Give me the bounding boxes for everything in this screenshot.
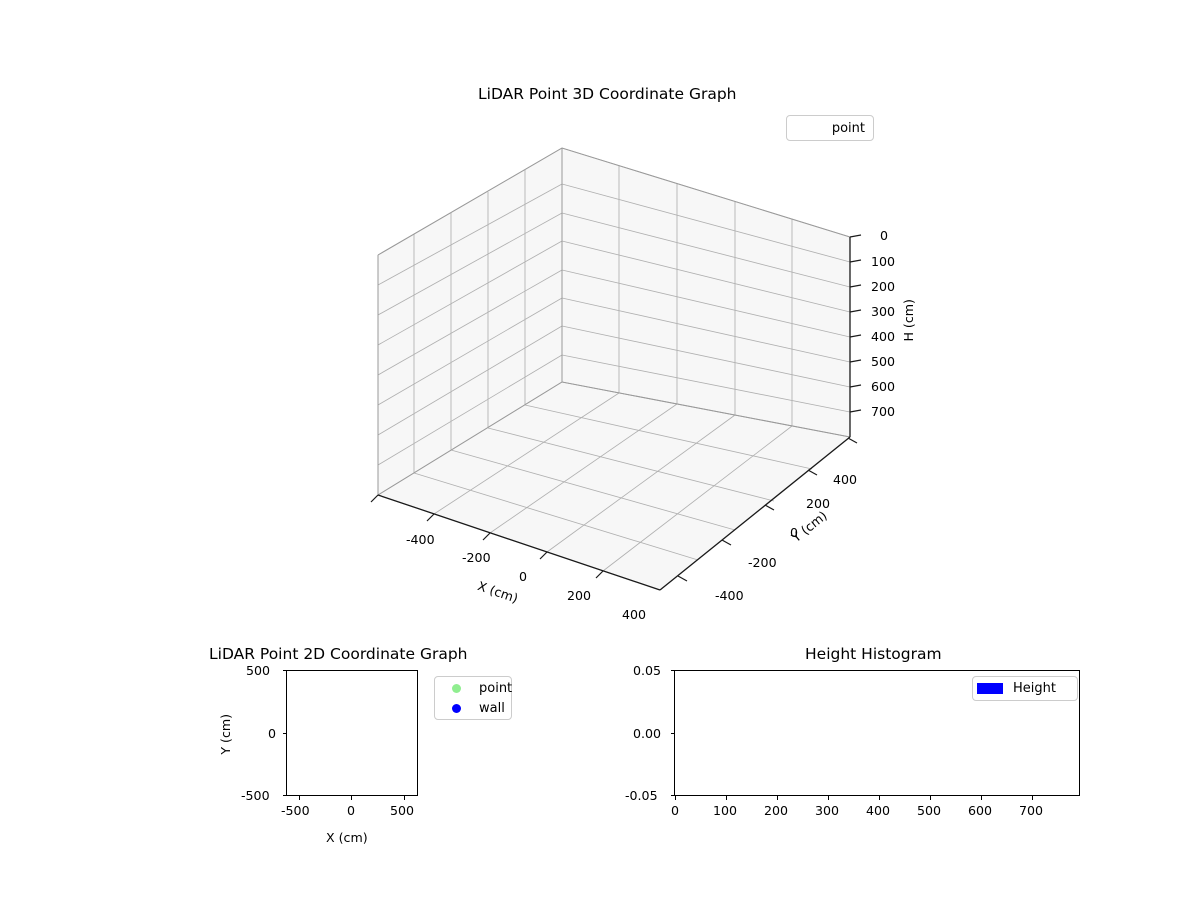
plot2d-title: LiDAR Point 2D Coordinate Graph [209,645,468,663]
histogram-legend[interactable]: Height [972,676,1078,701]
plot3d-xtick-1: -200 [462,550,491,565]
plot2d-axes[interactable] [286,670,418,796]
plot3d-ztick-5: 500 [871,354,896,369]
plot3d-ztick-4: 400 [871,329,896,344]
plot3d-legend[interactable]: point [786,115,874,141]
plot3d-ztick-2: 200 [871,279,896,294]
legend3d-label-point: point [831,120,865,136]
histogram-xtick-2: 200 [764,803,789,818]
histogram-xtickmark-100 [726,796,728,800]
plot3d-ztick-0: 0 [880,228,889,243]
plot2d-ytickmark-500 [282,670,286,672]
plot2d-ytickmark-m500 [282,795,286,797]
histogram-ytickmark-000 [670,733,674,735]
histogram-xtick-6: 600 [968,803,993,818]
histogram-xtickmark-200 [777,796,779,800]
y-axis-ticks [677,437,858,582]
plot3d-xtick-2: 0 [519,569,528,584]
histogram-xtickmark-400 [879,796,881,800]
plot2d-xtickmark-0 [351,796,353,800]
plot2d-legend[interactable]: point wall [434,676,512,720]
plot3d-title: LiDAR Point 3D Coordinate Graph [478,85,737,103]
plot2d-xtick-1: 0 [347,803,356,818]
plot3d-zlabel: H (cm) [900,299,916,342]
plot2d-ytick-2: -500 [241,788,270,803]
plot3d-xtick-3: 200 [567,588,592,603]
histogram-title: Height Histogram [805,645,942,663]
histogram-xtick-7: 700 [1019,803,1044,818]
plot3d-ytick-4: 400 [833,472,858,487]
plot3d-ztick-1: 100 [871,254,896,269]
plot3d-ytick-1: -200 [748,555,777,570]
pane-xz-left [378,148,562,495]
histogram-xtickmark-700 [1032,796,1034,800]
legend2d-label-wall: wall [479,700,505,716]
pane-yz-right [562,148,850,437]
plot3d-ytick-3: 200 [806,496,831,511]
plot3d-xtick-4: 400 [622,607,647,622]
pane-xy-floor [378,382,850,590]
histogram-xtickmark-0 [675,796,677,800]
circle-marker-icon [441,703,471,713]
histogram-xtick-5: 500 [917,803,942,818]
x-axis-ticks [370,494,604,579]
plot2d-xtickmark-500 [404,796,406,800]
legend2d-row-point[interactable]: point [435,678,513,698]
histogram-xtickmark-500 [930,796,932,800]
histogram-xtick-1: 100 [713,803,738,818]
plot3d-ztick-6: 600 [871,379,896,394]
histogram-xtick-3: 300 [815,803,840,818]
histogram-ytick-1: 0.00 [633,726,662,741]
plot2d-ytick-1: 0 [268,726,277,741]
histogram-ytickmark-005 [670,670,674,672]
plot3d-canvas: .pane { fill:#f2f2f2; stroke:none; opaci… [370,147,862,591]
histogram-xtickmark-600 [981,796,983,800]
plot2d-xtickmark-m500 [299,796,301,800]
plot3d-xtick-0: -400 [406,532,435,547]
z-axis-ticks [849,234,862,413]
plot3d-axes[interactable]: .pane { fill:#f2f2f2; stroke:none; opaci… [330,120,950,640]
histogram-ytickmark-m005 [670,795,674,797]
histogram-xtickmark-300 [828,796,830,800]
plot2d-xlabel: X (cm) [326,830,368,845]
histogram-xtick-4: 400 [866,803,891,818]
plot2d-xtick-2: 500 [390,803,415,818]
histogram-ytick-2: -0.05 [625,788,658,803]
plot3d-ytick-0: -400 [715,588,744,603]
legend2d-label-point: point [479,680,513,696]
circle-marker-icon [441,683,471,693]
plot3d-ztick-3: 300 [871,304,896,319]
plot2d-ytickmark-0 [282,733,286,735]
legendhist-label-height: Height [1013,681,1056,696]
color-patch-icon [973,683,1007,694]
left-wall-grid [377,147,563,473]
histogram-ytick-0: 0.05 [633,663,662,678]
legend2d-row-wall[interactable]: wall [435,698,511,718]
plot2d-xtick-0: -500 [281,803,310,818]
plot3d-ztick-7: 700 [871,404,896,419]
plot2d-ytick-0: 500 [246,663,271,678]
plot2d-ylabel: Y (cm) [218,713,234,755]
histogram-xtick-0: 0 [671,803,680,818]
plot3d-ytick-2: 0 [790,525,799,540]
